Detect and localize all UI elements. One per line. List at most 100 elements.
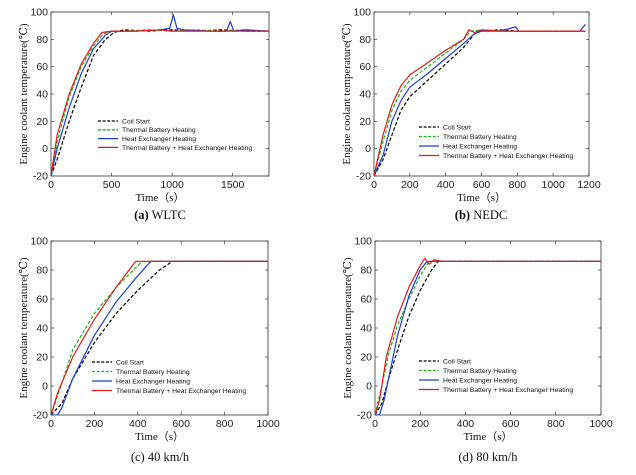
legend-label-1: Coil Start bbox=[122, 118, 150, 125]
caption-letter: (a) bbox=[134, 208, 149, 222]
legend-label-1: Coil Start bbox=[443, 124, 471, 131]
y-axis-label: Engine coolant temperature(℃) bbox=[18, 23, 30, 165]
series-line-4 bbox=[374, 29, 586, 176]
x-tick-label: 500 bbox=[103, 179, 121, 191]
y-tick-label: -20 bbox=[33, 171, 48, 183]
x-tick-label: 200 bbox=[86, 418, 104, 430]
y-tick-label: 60 bbox=[36, 294, 48, 306]
x-tick-label: 800 bbox=[547, 418, 565, 430]
y-axis-label: Engine coolant temperature(℃) bbox=[18, 257, 30, 399]
series-line-1 bbox=[51, 29, 269, 176]
caption-text: 40 km/h bbox=[145, 450, 190, 464]
x-tick-label: 400 bbox=[129, 418, 147, 430]
panel-caption: (c) 40 km/h bbox=[131, 450, 190, 464]
y-tick-label: 20 bbox=[36, 116, 48, 128]
y-tick-label: -20 bbox=[357, 410, 372, 422]
legend-label-3: Heat Exchanger Heating bbox=[443, 377, 517, 384]
y-tick-label: 40 bbox=[36, 323, 48, 335]
y-tick-label: 0 bbox=[365, 143, 371, 155]
x-axis-label: Time（s） bbox=[135, 430, 184, 443]
chart-panel-1: 0 500 1000 1500-20020406080100Time（s）Engine… bbox=[18, 7, 270, 222]
caption-letter: (b) bbox=[455, 208, 470, 222]
y-tick-label: 40 bbox=[36, 89, 48, 101]
x-tick-label: 1000 bbox=[589, 418, 613, 430]
x-tick-label: 600 bbox=[502, 418, 520, 430]
y-tick-label: 20 bbox=[360, 352, 372, 364]
panel-caption: (d) 80 km/h bbox=[458, 450, 518, 464]
panel-caption: (b) NEDC bbox=[455, 208, 507, 222]
caption-letter: (c) bbox=[131, 450, 145, 464]
legend-label-2: Thermal Battery Heating bbox=[443, 368, 517, 375]
x-tick-label: 200 bbox=[401, 179, 419, 191]
x-tick-label: 1000 bbox=[541, 179, 565, 191]
x-tick-label: 0 bbox=[371, 179, 377, 191]
y-tick-label: 80 bbox=[359, 34, 371, 46]
x-axis-label: Time（s） bbox=[135, 191, 184, 204]
x-tick-label: 1500 bbox=[221, 179, 245, 191]
y-tick-label: 80 bbox=[36, 34, 48, 46]
y-tick-label: 60 bbox=[360, 294, 372, 306]
y-tick-label: 100 bbox=[353, 7, 371, 19]
legend-label-1: Coil Start bbox=[443, 358, 471, 365]
x-tick-label: 400 bbox=[457, 418, 475, 430]
y-tick-label: 60 bbox=[36, 61, 48, 73]
x-tick-label: 1000 bbox=[160, 179, 184, 191]
series-line-3 bbox=[51, 14, 269, 176]
y-tick-label: 60 bbox=[359, 61, 371, 73]
chart-panel-3: 0 200 400 600 800 1000-20020406080100Time（s）E… bbox=[18, 236, 280, 465]
panel-caption: (a) WLTC bbox=[134, 208, 186, 222]
chart-panel-2: 0 200 400 600 800 1000 1200-20020406080100Time… bbox=[341, 7, 601, 223]
series-line-2 bbox=[51, 29, 269, 176]
x-tick-label: 0 bbox=[48, 179, 54, 191]
x-tick-label: 800 bbox=[216, 418, 234, 430]
x-axis-label: Time（s） bbox=[463, 430, 512, 443]
caption-text: 80 km/h bbox=[473, 450, 518, 464]
legend-label-4: Thermal Battery + Heat Exchanger Heating bbox=[443, 153, 573, 160]
legend-label-2: Thermal Battery Heating bbox=[443, 134, 517, 141]
y-tick-label: 20 bbox=[36, 352, 48, 364]
series-line-4 bbox=[375, 257, 601, 415]
series-line-4 bbox=[51, 29, 269, 176]
x-tick-label: 0 bbox=[372, 418, 378, 430]
caption-text: WLTC bbox=[149, 208, 186, 222]
x-tick-label: 600 bbox=[473, 179, 491, 191]
x-tick-label: 400 bbox=[437, 179, 455, 191]
x-tick-label: 200 bbox=[411, 418, 429, 430]
legend-label-3: Heat Exchanger Heating bbox=[122, 136, 196, 143]
x-tick-label: 1200 bbox=[577, 179, 601, 191]
legend-label-2: Thermal Battery Heating bbox=[116, 369, 190, 376]
y-tick-label: 100 bbox=[354, 236, 372, 248]
legend-label-4: Thermal Battery + Heat Exchanger Heating bbox=[443, 387, 573, 394]
legend-label-2: Thermal Battery Heating bbox=[122, 127, 196, 134]
x-tick-label: 1000 bbox=[256, 418, 280, 430]
legend-label-3: Heat Exchanger Heating bbox=[443, 143, 517, 150]
series-line-4 bbox=[51, 260, 268, 415]
caption-text: NEDC bbox=[470, 208, 507, 222]
x-axis-label: Time（s） bbox=[457, 191, 506, 204]
y-tick-label: 40 bbox=[359, 89, 371, 101]
y-tick-label: 100 bbox=[30, 236, 48, 248]
legend-label-4: Thermal Battery + Heat Exchanger Heating bbox=[116, 388, 246, 395]
plot-frame bbox=[373, 11, 590, 177]
legend-label-3: Heat Exchanger Heating bbox=[116, 378, 190, 385]
y-tick-label: 40 bbox=[360, 323, 372, 335]
legend-label-4: Thermal Battery + Heat Exchanger Heating bbox=[122, 145, 252, 152]
x-tick-label: 0 bbox=[48, 418, 54, 430]
y-tick-label: 0 bbox=[42, 143, 48, 155]
y-tick-label: 80 bbox=[36, 265, 48, 277]
y-axis-label: Engine coolant temperature(℃) bbox=[341, 23, 353, 165]
x-tick-label: 600 bbox=[172, 418, 190, 430]
y-axis-label: Engine coolant temperature(℃) bbox=[342, 257, 354, 399]
caption-letter: (d) bbox=[458, 450, 473, 464]
y-tick-label: -20 bbox=[356, 171, 371, 183]
legend-label-1: Coil Start bbox=[116, 359, 144, 366]
chart-panel-4: 0 200 400 600 800 1000-20020406080100Time（s）E… bbox=[342, 236, 613, 465]
x-tick-label: 800 bbox=[509, 179, 527, 191]
y-tick-label: -20 bbox=[33, 410, 48, 422]
y-tick-label: 100 bbox=[30, 7, 48, 19]
y-tick-label: 20 bbox=[359, 116, 371, 128]
y-tick-label: 0 bbox=[42, 381, 48, 393]
y-tick-label: 80 bbox=[360, 265, 372, 277]
y-tick-label: 0 bbox=[366, 381, 372, 393]
